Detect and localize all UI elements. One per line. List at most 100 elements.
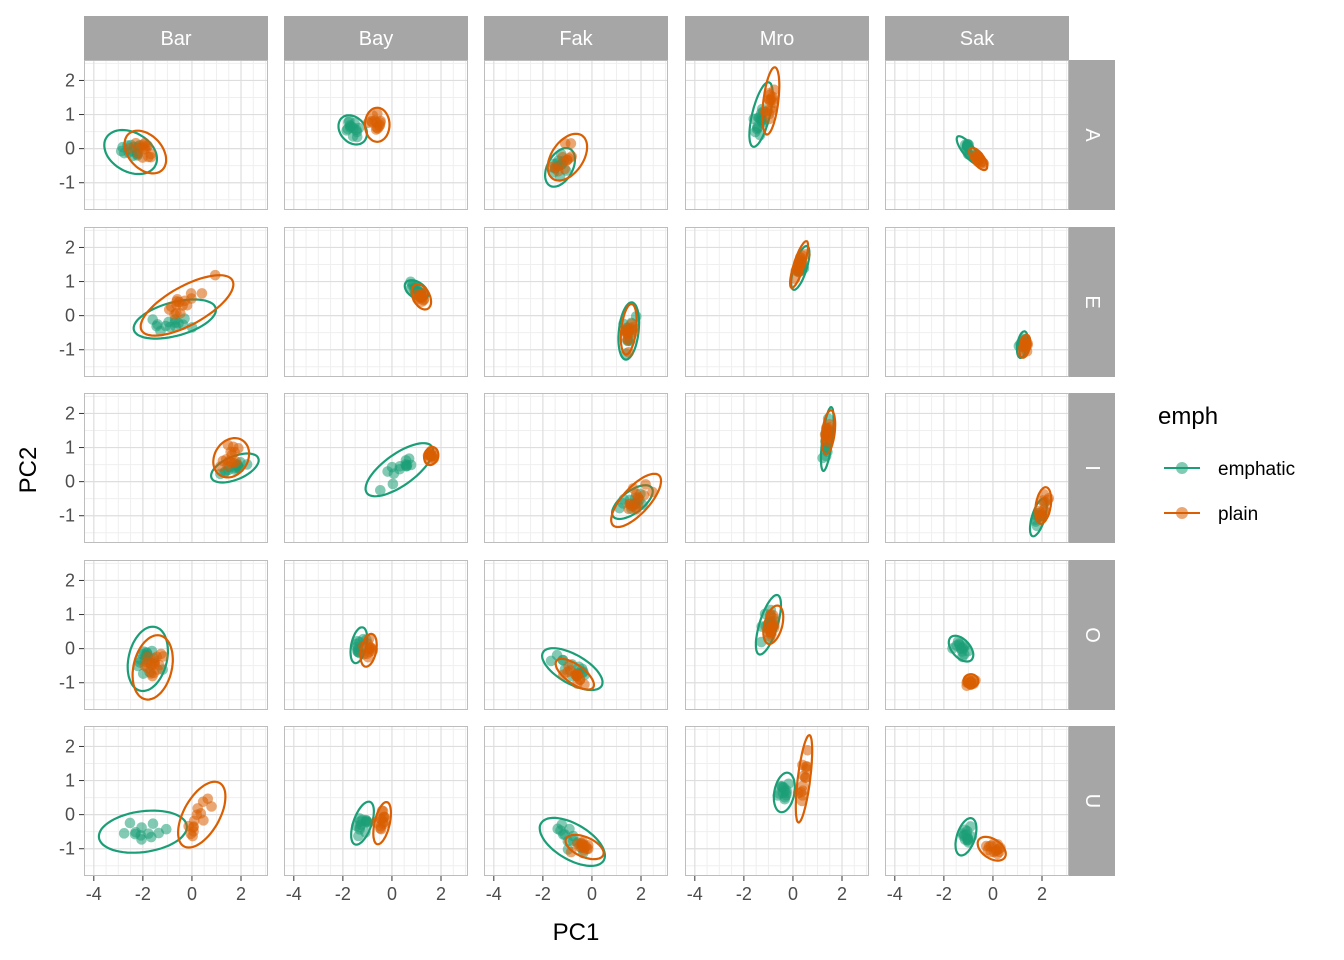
panel-sak-u [954, 817, 1007, 862]
data-point-plain [366, 117, 378, 128]
x-tick-label: -2 [736, 884, 752, 904]
ellipse-plain [372, 801, 392, 846]
y-tick-label: 0 [65, 805, 75, 825]
panel-mro-e [789, 240, 811, 291]
data-point-emphatic [118, 828, 130, 839]
y-tick-label: 2 [65, 237, 75, 257]
ellipse-plain [123, 129, 168, 175]
panel-bar-a [103, 128, 168, 176]
x-tick-label: -4 [486, 884, 502, 904]
data-point-plain [226, 449, 238, 461]
data-point-emphatic [136, 822, 147, 833]
ellipse-emphatic [772, 771, 797, 814]
y-tick-label: -1 [59, 839, 75, 859]
ellipse-plain [1018, 333, 1032, 359]
data-point-plain [626, 318, 638, 330]
data-point-emphatic [342, 123, 354, 135]
panel-bar-u [97, 780, 227, 854]
panel-border [84, 393, 268, 543]
ellipse-plain [176, 780, 227, 849]
data-point-plain [1034, 505, 1045, 517]
panel-border [284, 393, 468, 543]
data-point-emphatic [375, 484, 386, 496]
ellipse-plain [363, 106, 391, 143]
data-point-plain [228, 457, 240, 469]
data-point-plain [227, 441, 239, 453]
data-point-emphatic [959, 834, 971, 845]
ellipse-plain [546, 132, 589, 182]
panel-border [885, 726, 1069, 876]
data-point-emphatic [151, 320, 162, 332]
data-point-plain [130, 137, 142, 149]
x-tick-label: -2 [535, 884, 551, 904]
data-point-plain [139, 137, 151, 149]
x-tick-label: 0 [387, 884, 397, 904]
data-point-emphatic [169, 317, 181, 328]
panel-border [84, 227, 268, 377]
panel-sak-a [955, 135, 990, 172]
panel-bg [284, 227, 468, 377]
data-point-emphatic [124, 817, 136, 829]
x-tick-label: 2 [236, 884, 246, 904]
ellipse-plain [610, 472, 663, 529]
data-point-emphatic [129, 828, 141, 840]
ellipse-emphatic [954, 817, 978, 857]
data-point-plain [186, 293, 197, 304]
data-point-emphatic [779, 792, 791, 803]
data-point-plain [145, 659, 157, 671]
panel-fak-o [540, 647, 604, 692]
data-point-emphatic [147, 818, 159, 830]
panel-border [885, 560, 1069, 710]
data-point-plain [378, 817, 389, 828]
strip-col-fak [484, 16, 668, 60]
ellipse-emphatic [754, 593, 783, 656]
panel-border [885, 60, 1069, 210]
panel-border [484, 560, 668, 710]
y-axis-title: PC2 [15, 447, 42, 494]
panel-bay-i [364, 442, 440, 498]
y-tick-label: 2 [65, 736, 75, 756]
panel-bg [84, 726, 268, 876]
panel-bg [484, 227, 668, 377]
y-tick-label: 1 [65, 771, 75, 791]
data-point-plain [622, 334, 633, 345]
data-point-plain [177, 300, 188, 311]
data-point-plain [137, 152, 148, 163]
strip-row-label: O [1081, 627, 1103, 643]
strip-row-o [1069, 560, 1115, 710]
panel-mro-i [817, 405, 837, 472]
ellipse-plain [962, 673, 980, 689]
panel-fak-e [617, 301, 642, 361]
ellipse-plain [131, 634, 174, 701]
y-tick-label: 0 [65, 139, 75, 159]
x-tick-label: 2 [1037, 884, 1047, 904]
strip-col-label: Mro [760, 28, 794, 50]
data-point-emphatic [361, 816, 372, 828]
ellipse-plain [789, 240, 810, 289]
y-tick-label: -1 [59, 173, 75, 193]
legend-key-emphatic [1164, 462, 1200, 474]
y-tick-label: 0 [65, 306, 75, 326]
y-tick-label: 1 [65, 438, 75, 458]
ellipse-emphatic [97, 809, 189, 854]
data-point-plain [188, 826, 199, 837]
data-point-plain [195, 808, 207, 819]
panel-border [484, 60, 668, 210]
data-point-plain [574, 674, 586, 685]
strip-row-i [1069, 393, 1115, 543]
strip-col-label: Sak [960, 28, 995, 50]
data-point-plain [764, 113, 775, 125]
ellipse-plain [564, 833, 605, 861]
data-point-plain [154, 659, 165, 671]
panel-bg [685, 227, 869, 377]
panel-bay-u [350, 800, 392, 846]
panel-border [484, 726, 668, 876]
x-tick-label: -4 [687, 884, 703, 904]
data-point-plain [768, 97, 780, 109]
x-tick-label: -4 [286, 884, 302, 904]
panel-border [685, 227, 869, 377]
ellipse-plain [976, 835, 1007, 862]
y-tick-label: -1 [59, 340, 75, 360]
ellipse-plain [359, 632, 378, 668]
